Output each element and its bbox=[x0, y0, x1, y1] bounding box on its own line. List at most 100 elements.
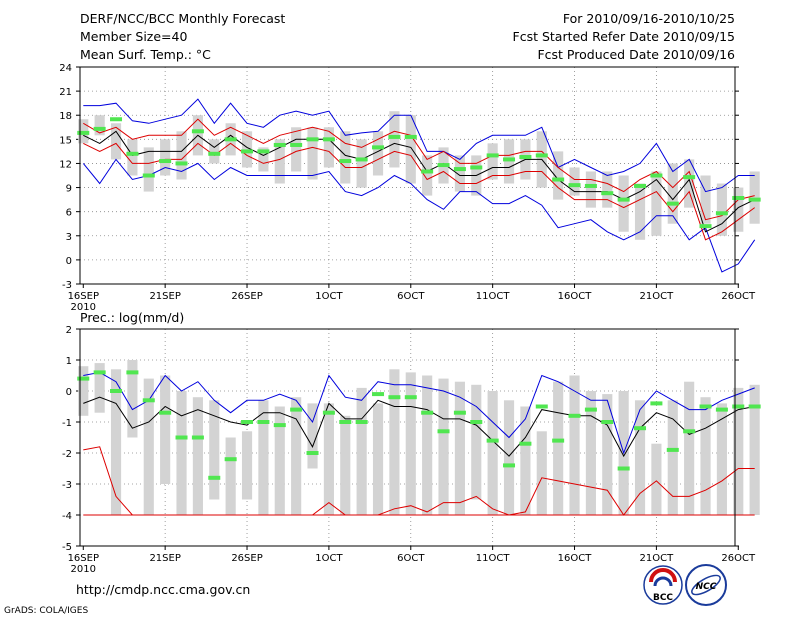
bcc-logo: BCC bbox=[643, 565, 683, 605]
spread-box bbox=[307, 127, 318, 180]
variable-label: Mean Surf. Temp.: °C bbox=[80, 47, 211, 62]
ytick-label: 21 bbox=[59, 87, 72, 98]
ensemble-mean-line bbox=[83, 396, 755, 458]
spread-box bbox=[634, 400, 646, 515]
xtick-label: 1OCT bbox=[315, 291, 343, 302]
spread-box bbox=[618, 175, 629, 232]
ytick-label: -2 bbox=[62, 449, 72, 460]
median-marker bbox=[535, 404, 548, 409]
median-marker bbox=[617, 197, 630, 202]
spread-box bbox=[258, 147, 269, 172]
spread-box bbox=[651, 171, 662, 236]
median-marker bbox=[437, 163, 450, 168]
ytick-label: -3 bbox=[62, 480, 72, 491]
median-marker bbox=[634, 426, 647, 431]
footer-credit: GrADS: COLA/IGES bbox=[4, 606, 88, 616]
ytick-label: -5 bbox=[62, 542, 72, 553]
ncc-logo: NCC bbox=[685, 564, 727, 606]
spread-box bbox=[667, 400, 678, 515]
xtick-label: 21OCT bbox=[640, 291, 675, 302]
median-marker bbox=[191, 129, 204, 134]
spread-box bbox=[585, 391, 596, 515]
xtick-label: 26OCT bbox=[721, 553, 756, 564]
median-marker bbox=[748, 404, 761, 409]
spread-box bbox=[667, 163, 678, 224]
spread-box bbox=[241, 431, 253, 500]
xtick-label: 11OCT bbox=[476, 291, 511, 302]
median-marker bbox=[191, 435, 204, 440]
spread-box bbox=[569, 375, 580, 515]
median-marker bbox=[322, 137, 335, 142]
median-marker bbox=[339, 420, 352, 424]
median-marker bbox=[241, 420, 254, 424]
xtick-label: 21SEP bbox=[149, 553, 180, 564]
spread-box bbox=[389, 111, 400, 168]
median-marker bbox=[650, 401, 663, 406]
xtick-label: 6OCT bbox=[397, 553, 425, 564]
median-marker bbox=[453, 410, 466, 415]
median-marker bbox=[126, 370, 139, 375]
median-marker bbox=[486, 153, 499, 158]
spread-box bbox=[356, 387, 367, 515]
spread-box bbox=[487, 391, 498, 515]
median-marker bbox=[224, 457, 237, 462]
spread-box bbox=[700, 397, 711, 515]
spread-box bbox=[340, 131, 351, 184]
median-marker bbox=[552, 177, 565, 182]
median-marker bbox=[388, 134, 401, 139]
median-marker bbox=[666, 447, 679, 452]
median-marker bbox=[503, 157, 516, 162]
spread-box bbox=[422, 375, 433, 515]
median-marker bbox=[470, 165, 483, 170]
median-marker bbox=[273, 142, 286, 147]
median-marker bbox=[568, 413, 581, 418]
spread-box bbox=[274, 139, 285, 184]
median-marker bbox=[372, 392, 385, 397]
median-marker bbox=[519, 155, 532, 160]
median-marker bbox=[208, 475, 221, 480]
median-marker bbox=[306, 137, 319, 142]
ytick-label: 2 bbox=[66, 325, 72, 336]
spread-box bbox=[356, 139, 367, 188]
median-marker bbox=[159, 410, 172, 415]
spread-box bbox=[209, 139, 220, 164]
bcc-logo-text: BCC bbox=[653, 593, 673, 603]
footer-url: http://cmdp.ncc.cma.gov.cn bbox=[76, 582, 250, 597]
xtick-label: 16OCT bbox=[558, 553, 593, 564]
median-marker bbox=[421, 169, 434, 174]
produced-date: Fcst Produced Date 2010/09/16 bbox=[537, 47, 735, 62]
median-marker bbox=[732, 404, 745, 409]
median-marker bbox=[453, 167, 466, 172]
median-marker bbox=[224, 137, 237, 142]
lower-outer-line bbox=[82, 158, 756, 273]
plot-frame bbox=[79, 328, 736, 547]
median-marker bbox=[470, 420, 483, 424]
median-marker bbox=[273, 423, 286, 428]
xtick-label: 26SEP bbox=[231, 291, 262, 302]
spread-box bbox=[160, 139, 171, 176]
median-marker bbox=[322, 410, 335, 415]
spread-box bbox=[422, 155, 433, 196]
median-marker bbox=[257, 420, 270, 424]
lower-inner-line bbox=[83, 142, 755, 241]
ytick-label: 3 bbox=[66, 232, 72, 243]
spread-box bbox=[143, 147, 154, 192]
ytick-label: -1 bbox=[62, 418, 72, 429]
xtick-label: 6OCT bbox=[397, 291, 425, 302]
spread-box bbox=[733, 187, 744, 232]
xtick-label: 21SEP bbox=[149, 291, 180, 302]
spread-box bbox=[536, 431, 547, 515]
spread-box bbox=[340, 415, 351, 515]
median-marker bbox=[617, 466, 630, 471]
median-marker bbox=[208, 151, 221, 156]
median-marker bbox=[683, 175, 696, 180]
spread-box bbox=[700, 175, 711, 224]
median-marker bbox=[404, 395, 417, 400]
ncc-logo-text: NCC bbox=[696, 582, 717, 592]
median-marker bbox=[372, 145, 385, 150]
spread-box bbox=[372, 403, 384, 515]
xtick-label: 26SEP bbox=[231, 553, 262, 564]
spread-box bbox=[78, 366, 89, 416]
chart-title: DERF/NCC/BCC Monthly Forecast bbox=[80, 11, 285, 26]
